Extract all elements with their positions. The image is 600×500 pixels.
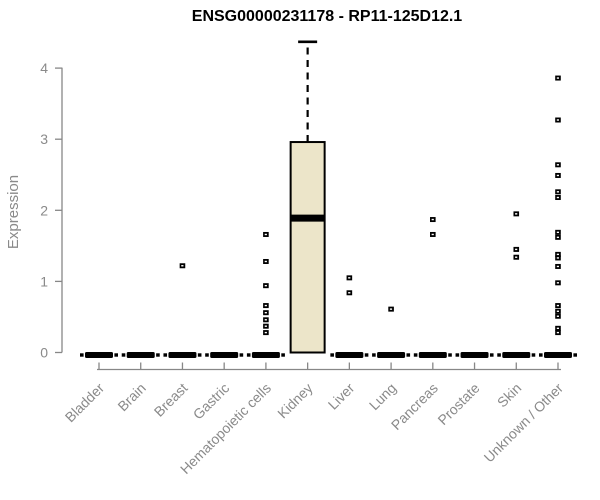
outlier-point-center-hematopoietic-cells xyxy=(264,311,267,314)
outlier-point-center-hematopoietic-cells xyxy=(264,331,267,334)
y-tick-label: 3 xyxy=(40,131,48,147)
outlier-point-center-unknown-other xyxy=(556,315,559,317)
outlier-point-center-unknown-other xyxy=(556,196,559,199)
whisker-cap-left-lung xyxy=(372,353,376,357)
outlier-point-center-unknown-other xyxy=(556,282,559,284)
outlier-point-center-unknown-other xyxy=(556,327,559,330)
collapsed-box-unknown-other xyxy=(543,352,572,358)
collapsed-box-breast xyxy=(168,352,197,358)
outlier-point-center-hematopoietic-cells xyxy=(264,260,267,263)
outlier-point-center-unknown-other xyxy=(556,191,559,193)
outlier-point-center-unknown-other xyxy=(556,304,559,307)
whisker-cap-left-bladder xyxy=(80,353,84,357)
box-kidney xyxy=(289,141,326,354)
outlier-point-center-unknown-other xyxy=(556,164,559,166)
whisker-cap-right-liver xyxy=(364,353,369,357)
outlier-point-center-hematopoietic-cells xyxy=(264,284,267,287)
collapsed-box-pancreas xyxy=(418,352,447,358)
x-category-label-bladder: Bladder xyxy=(62,380,108,426)
collapsed-box-skin xyxy=(502,352,531,358)
outlier-point-center-unknown-other xyxy=(556,77,559,79)
outlier-point-center-unknown-other xyxy=(556,174,559,177)
x-category-label-lung: Lung xyxy=(366,380,399,413)
outlier-point-center-unknown-other xyxy=(556,231,559,234)
outlier-point-center-hematopoietic-cells xyxy=(264,325,267,327)
whisker-cap-left-hematopoietic-cells xyxy=(246,353,251,357)
outlier-point-center-liver xyxy=(348,292,351,294)
x-category-label-skin: Skin xyxy=(494,380,525,411)
median-line-kidney xyxy=(290,214,325,222)
outlier-point-center-unknown-other xyxy=(556,257,559,259)
collapsed-box-lung xyxy=(377,352,406,358)
outlier-point-center-hematopoietic-cells xyxy=(264,233,267,236)
whisker-cap-right-brain xyxy=(156,353,160,357)
whisker-cap-left-brain xyxy=(121,353,126,357)
y-tick-label: 2 xyxy=(40,202,48,218)
x-category-label-prostate: Prostate xyxy=(434,380,482,428)
y-tick-label: 1 xyxy=(40,273,48,289)
outlier-point-center-breast xyxy=(181,265,184,267)
outlier-point-center-skin xyxy=(515,248,518,251)
y-tick-label: 0 xyxy=(40,345,48,361)
outlier-point-center-unknown-other xyxy=(556,119,559,121)
collapsed-box-bladder xyxy=(85,352,113,358)
x-category-label-unknown-other: Unknown / Other xyxy=(481,380,567,466)
outlier-point-center-skin xyxy=(515,256,518,258)
whisker-cap-left-gastric xyxy=(205,353,209,357)
outlier-point-center-unknown-other xyxy=(556,253,559,256)
outlier-point-center-pancreas xyxy=(431,233,434,236)
outlier-point-center-unknown-other xyxy=(556,265,559,268)
whisker-cap-left-liver xyxy=(330,353,334,357)
outlier-point-center-hematopoietic-cells xyxy=(264,304,267,307)
whisker-cap-left-prostate xyxy=(455,353,460,357)
x-category-label-breast: Breast xyxy=(151,380,191,420)
outlier-point-center-hematopoietic-cells xyxy=(264,319,267,321)
whisker-cap-right-breast xyxy=(197,353,202,357)
collapsed-box-liver xyxy=(335,352,364,358)
outlier-point-center-skin xyxy=(515,213,518,215)
x-category-label-kidney: Kidney xyxy=(274,380,316,422)
whisker-cap-right-bladder xyxy=(114,353,118,357)
outlier-point-center-unknown-other xyxy=(556,310,559,312)
whisker-cap-right-skin xyxy=(531,353,536,357)
x-category-label-liver: Liver xyxy=(325,380,358,413)
whisker-cap-right-lung xyxy=(406,353,411,357)
whisker-cap-left-skin xyxy=(497,353,501,357)
x-category-label-brain: Brain xyxy=(114,380,148,414)
whisker-cap-right-hematopoietic-cells xyxy=(281,353,285,357)
chart-title: ENSG00000231178 - RP11-125D12.1 xyxy=(191,8,463,25)
whisker-cap-left-pancreas xyxy=(413,353,418,357)
whisker-cap-right-unknown-other xyxy=(573,353,577,357)
whisker-cap-right-gastric xyxy=(239,353,244,357)
whisker-cap-left-unknown-other xyxy=(538,353,543,357)
whisker-cap-left-breast xyxy=(163,353,168,357)
collapsed-box-hematopoietic-cells xyxy=(251,352,280,358)
outlier-point-center-liver xyxy=(348,277,351,279)
whisker-cap-right-pancreas xyxy=(448,353,452,357)
whisker-cap-right-prostate xyxy=(489,353,494,357)
collapsed-box-brain xyxy=(126,352,155,358)
outlier-point-center-unknown-other xyxy=(556,331,559,334)
outlier-point-center-pancreas xyxy=(431,218,434,221)
y-tick-label: 4 xyxy=(40,60,48,76)
collapsed-box-gastric xyxy=(210,352,239,358)
outlier-point-center-unknown-other xyxy=(556,236,559,239)
outlier-point-center-lung xyxy=(389,308,393,310)
collapsed-box-prostate xyxy=(460,352,489,358)
